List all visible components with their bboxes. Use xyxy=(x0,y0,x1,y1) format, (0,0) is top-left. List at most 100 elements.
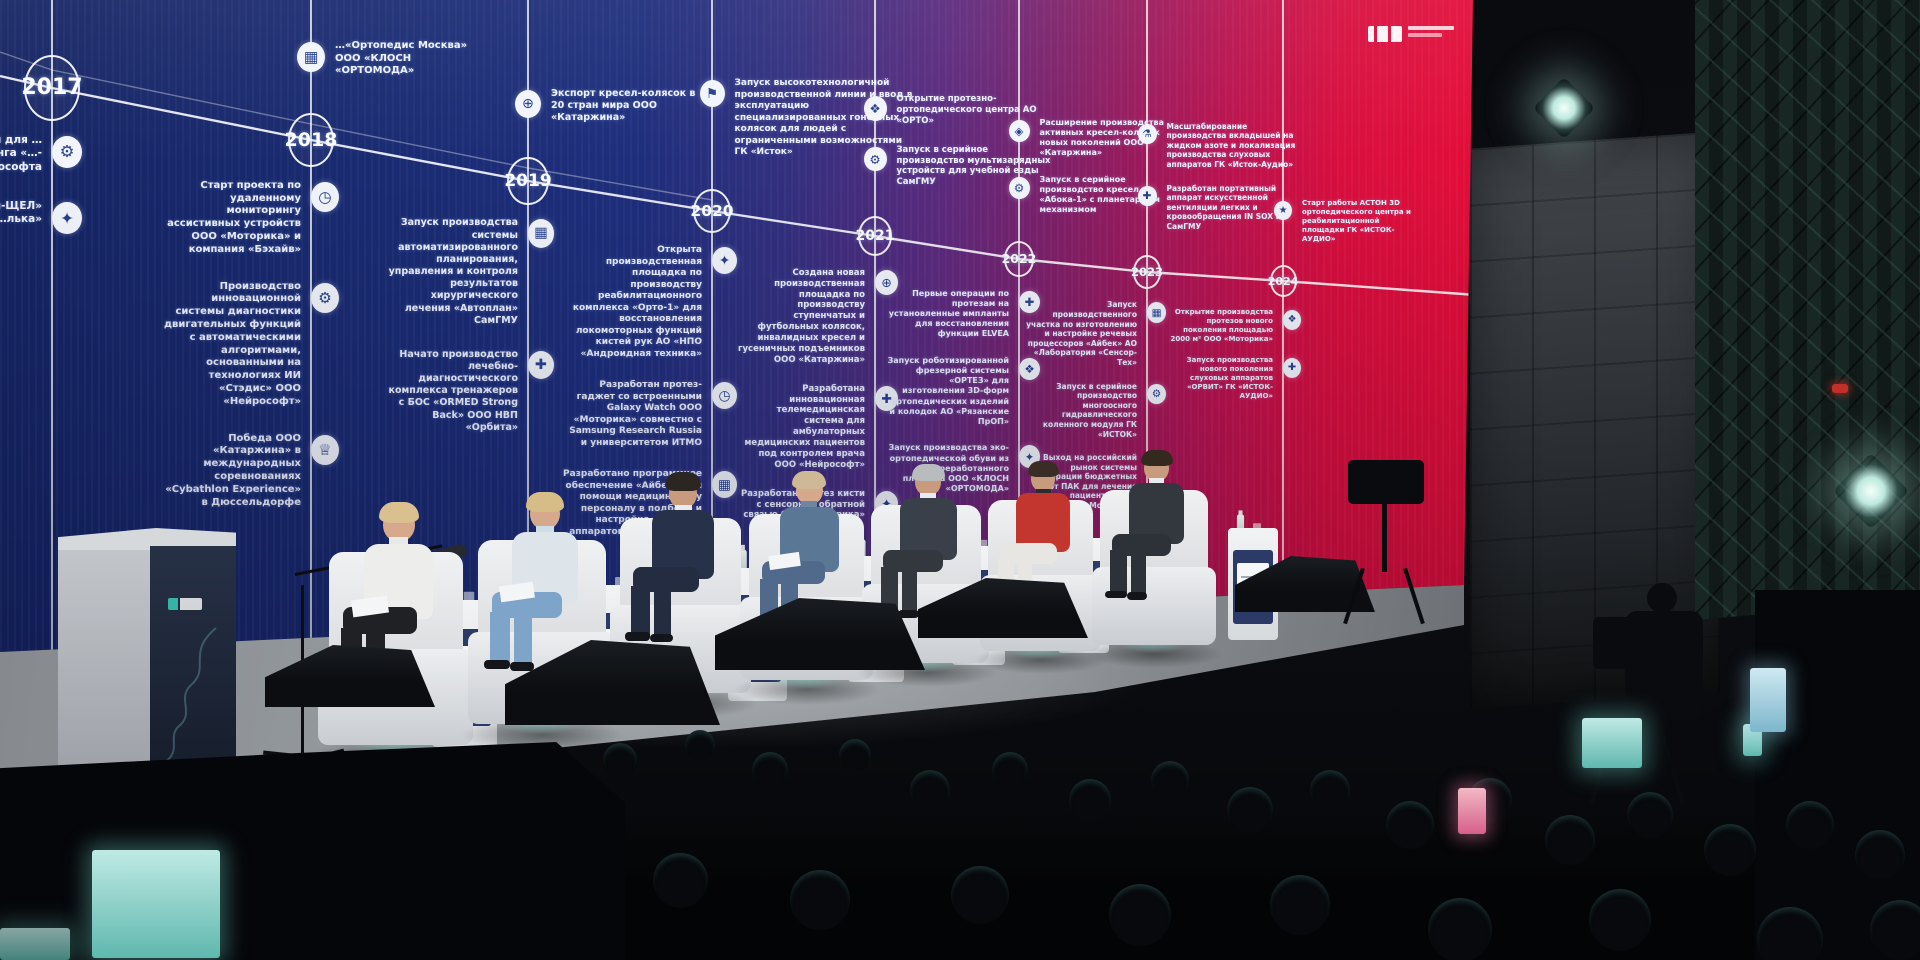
milestones-above: ❖ Открытие протезно-ортопедического центр… xyxy=(863,94,1057,206)
milestone-text: …одство …ы для …онного …оринга «…-ИОМ» …… xyxy=(0,133,42,173)
milestones-above: ⚗ Масштабирование производства вкладышей … xyxy=(1137,122,1297,246)
audience-head xyxy=(790,870,850,930)
milestone: ⚙ Производство инновационной системы диаг… xyxy=(161,280,339,409)
audience-head xyxy=(1227,787,1273,833)
milestone-text: Первые операции по протезам на установле… xyxy=(888,288,1009,339)
camera-rig-mid xyxy=(1330,452,1440,627)
event-logo xyxy=(1368,26,1454,42)
timeline-column-line xyxy=(51,0,53,652)
water-bottle xyxy=(737,544,747,573)
audience-head xyxy=(1786,801,1834,849)
milestone-text: Начато производство лечебно-диагностичес… xyxy=(388,348,518,433)
video-camera-icon xyxy=(1348,460,1424,504)
milestone: ✚ Запуск производства нового поколения сл… xyxy=(1168,356,1301,401)
timeline-column-line xyxy=(711,0,713,652)
laptop-screen xyxy=(1582,718,1642,768)
milestone-text: Разработан портативный аппарат искусстве… xyxy=(1166,183,1289,232)
audience-head xyxy=(1270,875,1330,935)
shin xyxy=(514,614,532,664)
hair xyxy=(665,472,702,492)
milestone: ◷ Разработан протез-гаджет со встроенными… xyxy=(562,380,737,449)
audience-head xyxy=(1870,900,1920,960)
hair xyxy=(792,470,827,489)
shin xyxy=(1110,550,1128,595)
milestone: ◈ Расширение производства активных кресел… xyxy=(1008,118,1180,159)
audience-head xyxy=(603,743,637,777)
milestone-text: Запуск высокотехнологичной производствен… xyxy=(734,78,913,158)
lectern-graphic-line xyxy=(165,627,217,762)
hair xyxy=(1140,449,1173,467)
milestone-text: Запуск роботизированной фрезерной систем… xyxy=(887,355,1009,427)
phone-screen xyxy=(1458,788,1486,834)
milestone: ⚑ Запуск высокотехнологичной производстве… xyxy=(699,78,915,159)
mill-icon: ❖ xyxy=(1019,357,1040,381)
timeline-column-line xyxy=(527,0,529,652)
milestone-text: Запуск в серийное производство кресел «А… xyxy=(1039,174,1160,215)
panelist-3 xyxy=(625,469,732,707)
milestones-above: ▦ …«Ортопедис Москва» ООО «КЛОСН «ОРТОМОД… xyxy=(297,39,470,102)
hair xyxy=(378,501,419,523)
year-node-2018: 2018 xyxy=(285,112,337,168)
shoe xyxy=(1127,592,1148,601)
milestone: ◷ Старт проекта по удаленному мониторингу… xyxy=(161,180,339,257)
milestones-below: ✚ Первые операции по протезам на установл… xyxy=(884,288,1040,511)
water-glass xyxy=(1253,522,1261,533)
audience-head xyxy=(652,852,708,908)
milestone-text: Запуск в серийное производство многоосно… xyxy=(1042,381,1137,439)
globe-icon: ⊕ xyxy=(515,90,541,119)
shoe xyxy=(1105,590,1128,599)
audience-head xyxy=(1627,792,1673,838)
audience-head xyxy=(1428,898,1492,960)
year-node-2019: 2019 xyxy=(504,156,552,206)
milestones-above: ★ Старт работы АСТОН 3D ортопедического ц… xyxy=(1274,199,1422,256)
operator-head xyxy=(1647,583,1677,613)
year-node-2023: 2023 xyxy=(1131,255,1163,289)
lectern-dark-face xyxy=(150,546,236,773)
implant-icon: ✚ xyxy=(1019,290,1040,314)
milestone: ⚙ Запуск в серийное производство многоосн… xyxy=(1022,381,1166,440)
timeline-column-line xyxy=(1018,0,1020,652)
year-node-2021: 2021 xyxy=(856,216,894,256)
audience-head xyxy=(910,770,950,810)
gear-icon: ⚙ xyxy=(863,146,887,172)
timeline-column-line xyxy=(1146,0,1148,652)
jacket xyxy=(651,510,715,579)
milestone: ⚙ …одство …ы для …онного …оринга «…-ИОМ» … xyxy=(0,133,82,174)
shoe xyxy=(898,609,919,618)
shin xyxy=(1130,552,1146,595)
milestone: ⚙ Запуск в серийное производство мультиза… xyxy=(863,145,1057,189)
panelist-1 xyxy=(334,497,452,760)
lectern-logo-icon xyxy=(168,598,202,610)
milestone-text: Открытие протезно-ортопедического центра… xyxy=(896,94,1037,126)
flask-icon: ⚗ xyxy=(1137,123,1157,145)
milestones-below: ⚙ …одство …ы для …онного …оринга «…-ИОМ» … xyxy=(0,133,82,260)
year-node-2020: 2020 xyxy=(690,188,734,234)
milestone-text: …дство «…асты-ЩЕЛ» «…лька» xyxy=(0,199,42,226)
thighs xyxy=(1112,533,1171,556)
tripod-leg xyxy=(1343,567,1365,625)
medical-icon: ✚ xyxy=(1137,185,1157,207)
year-node-2022: 2022 xyxy=(1002,241,1036,277)
water-bottle xyxy=(1236,510,1245,534)
chip-icon: ▦ xyxy=(1147,302,1166,323)
milestone: ▦ …«Ортопедис Москва» ООО «КЛОСН «ОРТОМОД… xyxy=(297,39,470,78)
exit-sign-light xyxy=(1832,384,1848,393)
milestone: ✚ Разработан портативный аппарат искусств… xyxy=(1137,183,1297,232)
gear-icon: ⚙ xyxy=(311,282,339,313)
screen-glow xyxy=(0,928,70,960)
shin xyxy=(653,588,671,636)
milestone-text: Производство инновационной системы диагн… xyxy=(163,280,301,407)
milestone-text: Разработана инновационная телемедицинска… xyxy=(744,383,865,470)
laptop-screen xyxy=(92,850,220,958)
logo-mark-icon xyxy=(1368,26,1402,42)
wheelchair-icon: ⊕ xyxy=(875,269,898,295)
water-glass xyxy=(463,591,474,604)
milestone-text: …«Ортопедис Москва» ООО «КЛОСН «ОРТОМОДА… xyxy=(335,39,468,77)
camera-operator xyxy=(1585,575,1785,805)
monitor-icon: ▦ xyxy=(528,219,554,248)
year-node-2024: 2024 xyxy=(1268,265,1298,297)
hair xyxy=(1027,460,1059,478)
milestone: ✚ Разработана инновационная телемедицинск… xyxy=(735,383,898,471)
audience-head xyxy=(951,866,1009,924)
